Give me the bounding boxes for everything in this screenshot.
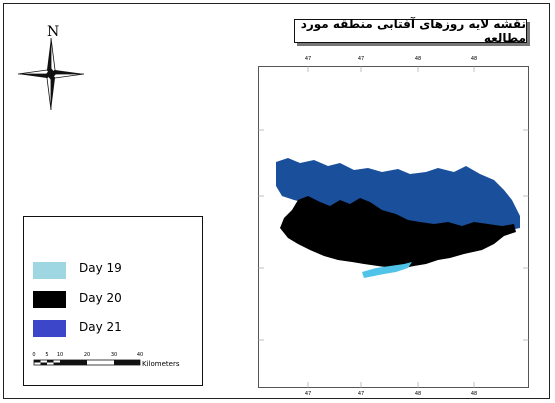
map-title: نقشه لایه روزهای آفتابی منطقه مورد مطالع… xyxy=(294,17,527,45)
map-area: 47 47 48 48 47 47 48 48 39 39 38 38 xyxy=(258,56,529,397)
graticule-bottom-label: 48 xyxy=(471,391,477,397)
map-frame xyxy=(258,66,529,388)
north-label: N xyxy=(47,24,60,40)
legend-label-day-20: Day 20 xyxy=(79,291,122,305)
legend-swatch-day-21 xyxy=(33,320,66,337)
graticule-top-label: 48 xyxy=(415,56,421,62)
legend-label-day-19: Day 19 xyxy=(79,261,122,275)
scale-tick-label: 0 xyxy=(32,352,35,358)
scale-tick-label: 40 xyxy=(137,352,143,358)
scale-bar: 0 5 10 20 30 40 Kilometers xyxy=(32,352,180,368)
legend-title: راهنمای نقشه xyxy=(347,228,425,241)
scale-tick-label: 20 xyxy=(84,352,90,358)
legend-label-day-21: Day 21 xyxy=(79,320,122,334)
zone-day-21 xyxy=(276,158,520,230)
legend-swatch-day-20 xyxy=(33,291,66,308)
scale-tick-label: 5 xyxy=(45,352,48,358)
map-title-text: نقشه لایه روزهای آفتابی منطقه مورد مطالع… xyxy=(300,17,526,45)
scale-tick-label: 10 xyxy=(57,352,63,358)
legend-swatch-day-19 xyxy=(33,262,66,279)
scale-tick-label: 30 xyxy=(111,352,117,358)
graticule-bottom-label: 47 xyxy=(305,391,311,397)
zone-day-20 xyxy=(280,196,516,268)
scale-unit: Kilometers xyxy=(142,360,180,368)
zone-day-19 xyxy=(362,262,412,278)
graticule-ticks xyxy=(258,66,529,388)
graticule-top-label: 47 xyxy=(305,56,311,62)
graticule-bottom-label: 48 xyxy=(415,391,421,397)
graticule-top-label: 47 xyxy=(358,56,364,62)
map-border xyxy=(3,3,550,399)
graticule-top-label: 48 xyxy=(471,56,477,62)
graticule-bottom-label: 47 xyxy=(358,391,364,397)
compass-rose-icon xyxy=(18,38,84,110)
